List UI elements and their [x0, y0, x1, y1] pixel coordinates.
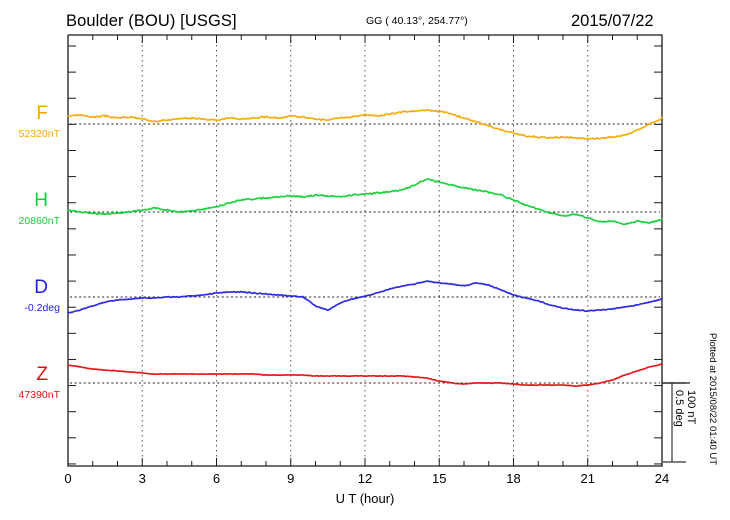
- scale-bar: [662, 382, 690, 463]
- x-tick-label-3: 3: [138, 471, 146, 486]
- x-tick-label-9: 9: [287, 471, 295, 486]
- trace-D: [67, 280, 663, 314]
- component-baseline-H: 20860nT: [18, 215, 60, 227]
- component-baseline-F: 52320nT: [18, 128, 60, 140]
- x-tick-label-18: 18: [506, 471, 521, 486]
- trace-H: [67, 178, 663, 226]
- component-baseline-Z: 47390nT: [18, 389, 60, 401]
- component-label-F: F: [36, 103, 48, 124]
- geographic-coordinates: GG ( 40.13°, 254.77°): [366, 15, 468, 27]
- plotted-at-timestamp: Plotted at 2015/08/22 01:40 UT: [707, 333, 718, 466]
- baseline-lines: [70, 123, 660, 384]
- scale-bar-deg: 0.5 deg: [673, 390, 685, 427]
- x-tick-label-24: 24: [654, 471, 670, 486]
- axis-ticks: [67, 35, 663, 466]
- x-tick-label-15: 15: [432, 471, 447, 486]
- scale-bar-nt: 100 nT: [685, 390, 697, 425]
- component-label-H: H: [34, 190, 48, 211]
- observation-date: 2015/07/22: [571, 12, 654, 30]
- component-label-D: D: [34, 277, 48, 298]
- component-label-Z: Z: [36, 364, 48, 385]
- x-tick-label-0: 0: [64, 471, 72, 486]
- component-baseline-D: -0.2deg: [24, 302, 60, 314]
- x-axis-title: U T (hour): [335, 491, 395, 506]
- scale-bar-label: 100 nT 0.5 deg: [673, 390, 697, 427]
- data-traces: [67, 108, 663, 388]
- x-tick-label-12: 12: [357, 471, 373, 486]
- x-tick-label-6: 6: [212, 471, 221, 486]
- gridlines: [141, 35, 589, 466]
- trace-F: [67, 108, 663, 141]
- x-tick-label-21: 21: [580, 471, 595, 486]
- station-title: Boulder (BOU) [USGS]: [66, 12, 237, 30]
- trace-Z: [67, 363, 663, 388]
